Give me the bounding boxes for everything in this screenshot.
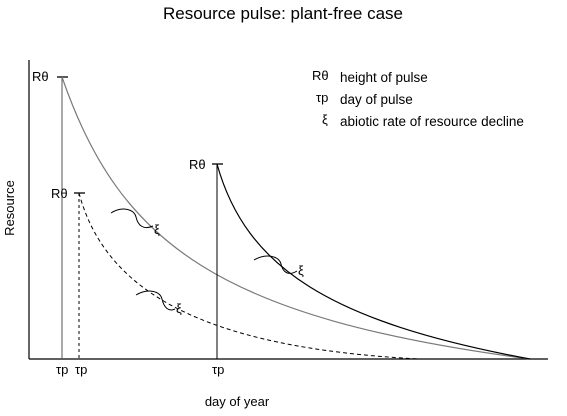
pulse-1-decline-squiggle xyxy=(110,208,154,229)
diagram-title: Resource pulse: plant-free case xyxy=(163,4,403,23)
axes xyxy=(28,60,548,360)
pulse-2-height-label: Rθ xyxy=(51,186,68,201)
pulse-1-decline-label: ξ xyxy=(154,222,160,237)
x-axis-label: day of year xyxy=(205,394,270,409)
legend-text-decline: abiotic rate of resource decline xyxy=(340,114,524,129)
legend-text-height: height of pulse xyxy=(340,70,428,85)
legend-symbol-day: τp xyxy=(316,90,328,105)
legend-symbol-height: Rθ xyxy=(312,68,329,83)
pulse-1: Rθ ξ τp xyxy=(32,69,531,377)
y-axis-label: Resource xyxy=(2,180,17,236)
pulse-1-day-label: τp xyxy=(56,362,68,377)
pulse-1-decay-curve xyxy=(61,76,531,360)
pulse-2-decline-label: ξ xyxy=(176,301,182,316)
pulse-2-decline-squiggle xyxy=(135,290,176,311)
legend-symbol-decline: ξ xyxy=(322,112,328,127)
pulse-2-day-label: τp xyxy=(75,362,87,377)
pulse-3-decay-curve xyxy=(216,163,531,360)
pulse-2: Rθ ξ τp xyxy=(51,186,421,377)
legend-text-day: day of pulse xyxy=(340,92,413,107)
pulse-1-height-label: Rθ xyxy=(32,69,49,84)
pulse-3-height-label: Rθ xyxy=(189,157,206,172)
pulse-3-day-label: τp xyxy=(212,362,224,377)
pulse-2-decay-curve xyxy=(78,192,421,360)
pulse-3: Rθ ξ τp xyxy=(189,157,531,377)
pulse-3-decline-label: ξ xyxy=(298,263,304,278)
legend: Rθ height of pulse τp day of pulse ξ abi… xyxy=(312,68,524,129)
pulse-3-decline-squiggle xyxy=(253,255,298,274)
